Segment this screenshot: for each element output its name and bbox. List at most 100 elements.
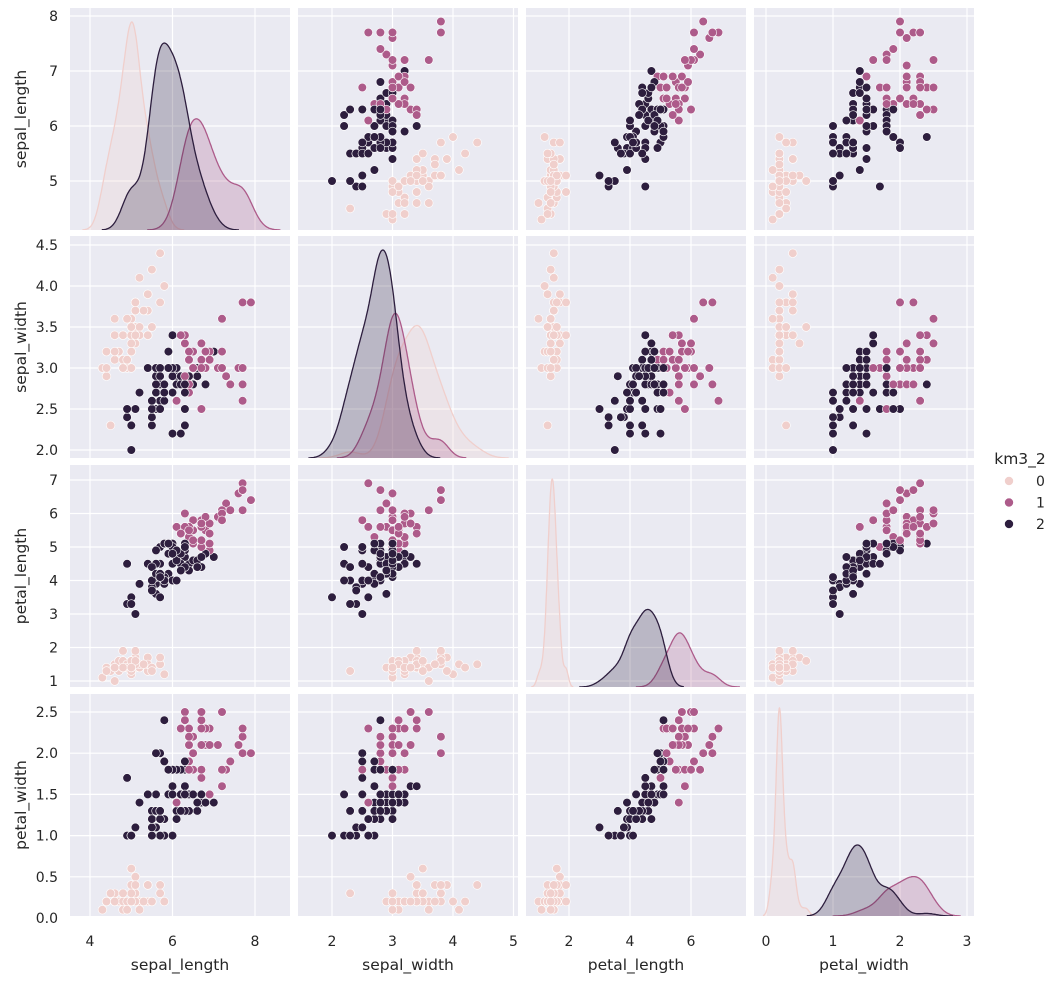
panel-marks (327, 16, 482, 225)
panel-marks (768, 478, 939, 686)
scatter-point-cluster-0 (406, 896, 416, 907)
scatter-point-cluster-1 (406, 518, 416, 529)
scatter-point-cluster-1 (188, 535, 198, 545)
scatter-point-cluster-0 (542, 420, 553, 431)
scatter-point-cluster-0 (768, 165, 778, 175)
scatter-point-cluster-1 (381, 49, 392, 60)
scatter-point-cluster-0 (159, 281, 169, 291)
scatter-point-cluster-2 (658, 388, 669, 398)
scatter-point-cluster-1 (915, 363, 925, 373)
kde-line-cluster-2 (308, 249, 441, 458)
scatter-point-cluster-0 (555, 137, 565, 148)
scatter-point-cluster-2 (375, 715, 386, 725)
scatter-point-cluster-2 (655, 429, 666, 439)
scatter-point-cluster-2 (147, 420, 157, 431)
scatter-point-cluster-2 (637, 148, 647, 159)
scatter-point-cluster-2 (828, 148, 838, 159)
panel-background (298, 465, 518, 687)
scatter-point-cluster-1 (689, 314, 699, 324)
x-tick-label: 2 (565, 934, 574, 950)
scatter-point-cluster-2 (603, 176, 614, 186)
scatter-point-cluster-0 (774, 265, 785, 275)
kde-line-cluster-1 (336, 312, 467, 458)
scatter-point-cluster-1 (375, 485, 386, 495)
scatter-point-cluster-1 (902, 338, 912, 349)
scatter-point-cluster-2 (159, 715, 169, 725)
scatter-point-cluster-1 (689, 363, 699, 373)
scatter-point-cluster-0 (539, 281, 550, 291)
scatter-point-cluster-1 (661, 93, 672, 104)
scatter-point-cluster-0 (546, 176, 556, 186)
scatter-point-cluster-2 (828, 412, 838, 422)
scatter-point-cluster-0 (101, 371, 112, 381)
scatter-point-cluster-1 (698, 297, 708, 308)
scatter-point-cluster-0 (143, 330, 153, 340)
scatter-point-cluster-1 (915, 110, 925, 120)
x-tick-label: 6 (687, 934, 696, 950)
scatter-point-cluster-0 (134, 273, 145, 283)
scatter-point-cluster-2 (861, 104, 872, 115)
scatter-point-cluster-0 (130, 646, 140, 656)
scatter-point-cluster-1 (868, 363, 878, 373)
scatter-point-cluster-2 (188, 789, 198, 800)
scatter-point-cluster-1 (671, 765, 681, 775)
scatter-point-cluster-1 (902, 528, 912, 539)
scatter-point-cluster-0 (768, 314, 778, 324)
scatter-point-cluster-1 (868, 55, 878, 65)
scatter-point-cluster-1 (205, 538, 215, 549)
scatter-point-cluster-2 (622, 165, 632, 175)
scatter-point-cluster-1 (915, 347, 925, 357)
legend: km3_2 0 1 2 (994, 450, 1046, 533)
scatter-point-cluster-0 (546, 896, 556, 907)
scatter-point-cluster-1 (375, 740, 386, 750)
scatter-point-cluster-1 (196, 404, 206, 414)
scatter-point-cluster-2 (841, 115, 852, 126)
scatter-point-cluster-1 (176, 330, 186, 340)
scatter-point-cluster-0 (781, 203, 791, 214)
scatter-point-cluster-1 (394, 71, 404, 82)
scatter-point-cluster-1 (225, 505, 235, 515)
scatter-point-cluster-2 (155, 363, 165, 373)
scatter-point-cluster-1 (895, 297, 905, 308)
scatter-point-cluster-1 (668, 740, 678, 750)
scatter-point-cluster-0 (400, 209, 410, 219)
scatter-point-cluster-1 (400, 512, 410, 522)
y-tick-label: 2.0 (36, 746, 58, 762)
scatter-point-cluster-0 (139, 659, 149, 669)
scatter-point-cluster-2 (848, 379, 858, 390)
y-tick-label: 3 (49, 607, 58, 623)
scatter-point-cluster-2 (167, 781, 178, 791)
scatter-point-cluster-2 (176, 806, 186, 816)
scatter-point-cluster-2 (327, 592, 337, 602)
panel-petal_length-vs-sepal_width (298, 465, 518, 687)
scatter-point-cluster-1 (375, 505, 386, 515)
scatter-point-cluster-1 (387, 515, 398, 525)
scatter-point-cluster-0 (774, 646, 785, 656)
scatter-point-cluster-1 (908, 522, 919, 532)
scatter-point-cluster-1 (375, 44, 386, 54)
scatter-point-cluster-1 (387, 773, 398, 783)
scatter-point-cluster-0 (126, 896, 136, 907)
scatter-point-cluster-2 (176, 429, 186, 439)
scatter-point-cluster-0 (542, 289, 553, 299)
scatter-point-cluster-1 (689, 707, 699, 717)
scatter-point-cluster-0 (533, 314, 544, 324)
scatter-point-cluster-0 (143, 289, 153, 299)
scatter-point-cluster-1 (225, 756, 235, 767)
scatter-point-cluster-2 (345, 806, 355, 816)
panel-background (298, 8, 518, 230)
scatter-point-cluster-0 (442, 666, 452, 676)
scatter-point-cluster-0 (546, 888, 556, 898)
scatter-point-cluster-2 (387, 797, 398, 808)
scatter-point-cluster-1 (394, 715, 404, 725)
scatter-point-cluster-1 (406, 740, 416, 750)
scatter-point-cluster-1 (196, 518, 206, 529)
scatter-point-cluster-1 (908, 99, 919, 109)
scatter-point-cluster-0 (147, 322, 157, 332)
scatter-point-cluster-0 (424, 676, 434, 686)
scatter-point-cluster-2 (369, 132, 380, 142)
scatter-point-cluster-0 (118, 888, 128, 898)
scatter-point-cluster-2 (375, 77, 386, 87)
scatter-point-cluster-1 (387, 505, 398, 515)
scatter-point-cluster-0 (549, 248, 559, 258)
